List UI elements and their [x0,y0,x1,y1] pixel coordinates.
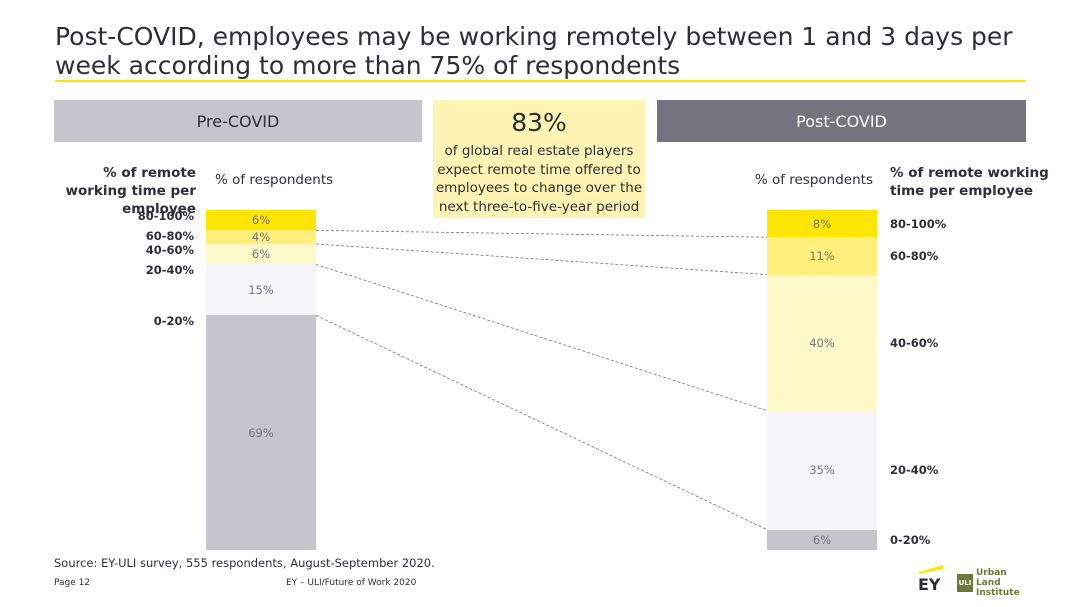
publication-name: EY – ULI/Future of Work 2020 [286,578,417,588]
post-covid-category-label: 40-60% [890,335,939,350]
pre-covid-value-label: 69% [248,425,274,440]
post-covid-category-label: 80-100% [890,216,947,231]
post-covid-value-label: 40% [809,335,835,350]
pre-covid-header: Pre-COVID [54,100,422,142]
post-covid-value-label: 35% [809,463,835,478]
post-covid-category-label: 20-40% [890,463,939,478]
uli-logo-text: Urban Land Institute [976,568,1020,598]
pre-covid-category-label: 20-40% [145,263,194,278]
post-covid-bar-segment [767,274,877,411]
post-covid-category-label: 60-80% [890,248,939,263]
post-covid-header: Post-COVID [657,100,1026,142]
post-covid-bar-segment [767,529,877,550]
pre-covid-bar-segment [206,244,316,265]
right-respondents-label: % of respondents [754,172,873,188]
post-covid-value-label: 6% [812,532,832,547]
pre-covid-value-label: 4% [251,230,271,245]
pre-covid-value-label: 6% [251,213,271,228]
pre-covid-bar-segment [206,315,316,550]
page-number: Page 12 [54,578,91,588]
callout-value: 83% [511,108,567,137]
pre-covid-category-label: 40-60% [145,243,194,257]
left-axis-title: % of remote working time per employee [65,165,196,217]
title-underline [55,80,1026,82]
connector-line [315,243,768,275]
post-covid-bar-segment [767,237,877,275]
pre-covid-value-label: 15% [248,282,274,297]
ey-logo: EY [918,565,943,592]
post-covid-bar-segment [767,210,877,238]
pre-covid-category-label: 80-100% [137,209,194,223]
page-title: Post-COVID, employees may be working rem… [55,22,1013,80]
source-note: Source: EY-ULI survey, 555 respondents, … [54,556,435,570]
connector-line [315,230,768,238]
pre-covid-value-label: 6% [251,247,271,262]
uli-mark: ULI [957,574,973,592]
pre-covid-category-label: 60-80% [145,229,194,244]
callout-box: 83% of global real estate players expect… [433,100,645,218]
post-covid-category-label: 0-20% [890,532,931,547]
uli-logo: ULI Urban Land Institute [957,568,1028,598]
pre-covid-bar-segment [206,230,316,244]
pre-covid-bar-segment [206,264,316,316]
ey-logo-text: EY [918,575,941,592]
connector-line [315,264,768,411]
left-respondents-label: % of respondents [215,172,334,188]
post-covid-value-label: 8% [812,216,832,231]
pre-covid-bar-segment [206,210,316,231]
callout-text: of global real estate players expect rem… [435,143,643,215]
pre-covid-category-label: 0-20% [153,314,194,329]
post-covid-bar-segment [767,410,877,530]
right-axis-title: % of remote working time per employee [890,165,1049,199]
post-covid-value-label: 11% [809,248,835,263]
connector-line [315,315,768,530]
